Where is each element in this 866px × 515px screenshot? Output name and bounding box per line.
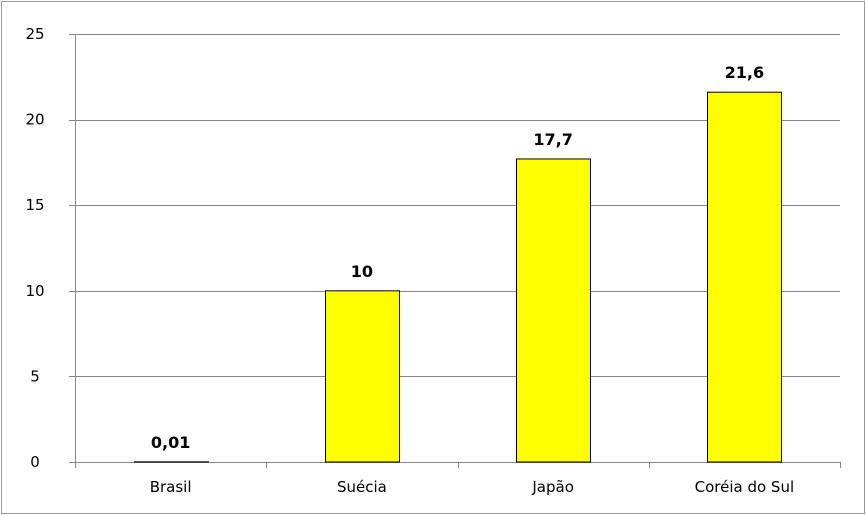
x-axis-categories: Brasil Suécia Japão Coréia do Sul bbox=[150, 478, 794, 496]
data-label: 17,7 bbox=[533, 130, 572, 149]
data-label: 10 bbox=[351, 262, 373, 281]
bar-su-cia bbox=[325, 290, 400, 463]
data-label: 0,01 bbox=[151, 433, 190, 452]
x-category-label: Japão bbox=[531, 478, 574, 496]
y-axis-ticks: 0 5 10 15 20 25 bbox=[25, 25, 44, 471]
y-tick-label: 10 bbox=[25, 282, 44, 300]
x-category-label: Suécia bbox=[337, 478, 387, 496]
y-tick-label: 20 bbox=[25, 111, 44, 129]
x-category-label: Brasil bbox=[150, 478, 192, 496]
data-labels: 0,01 10 17,7 21,6 bbox=[151, 63, 764, 452]
y-tick-label: 0 bbox=[30, 453, 40, 471]
x-category-label: Coréia do Sul bbox=[695, 478, 795, 496]
data-label: 21,6 bbox=[725, 63, 764, 82]
bars bbox=[134, 91, 782, 463]
y-tick-label: 25 bbox=[25, 25, 44, 43]
y-tick-label: 5 bbox=[30, 367, 40, 385]
bar-cor-ia-do-sul bbox=[707, 91, 782, 463]
y-tick-label: 15 bbox=[25, 196, 44, 214]
bar-jap-o bbox=[516, 158, 591, 463]
